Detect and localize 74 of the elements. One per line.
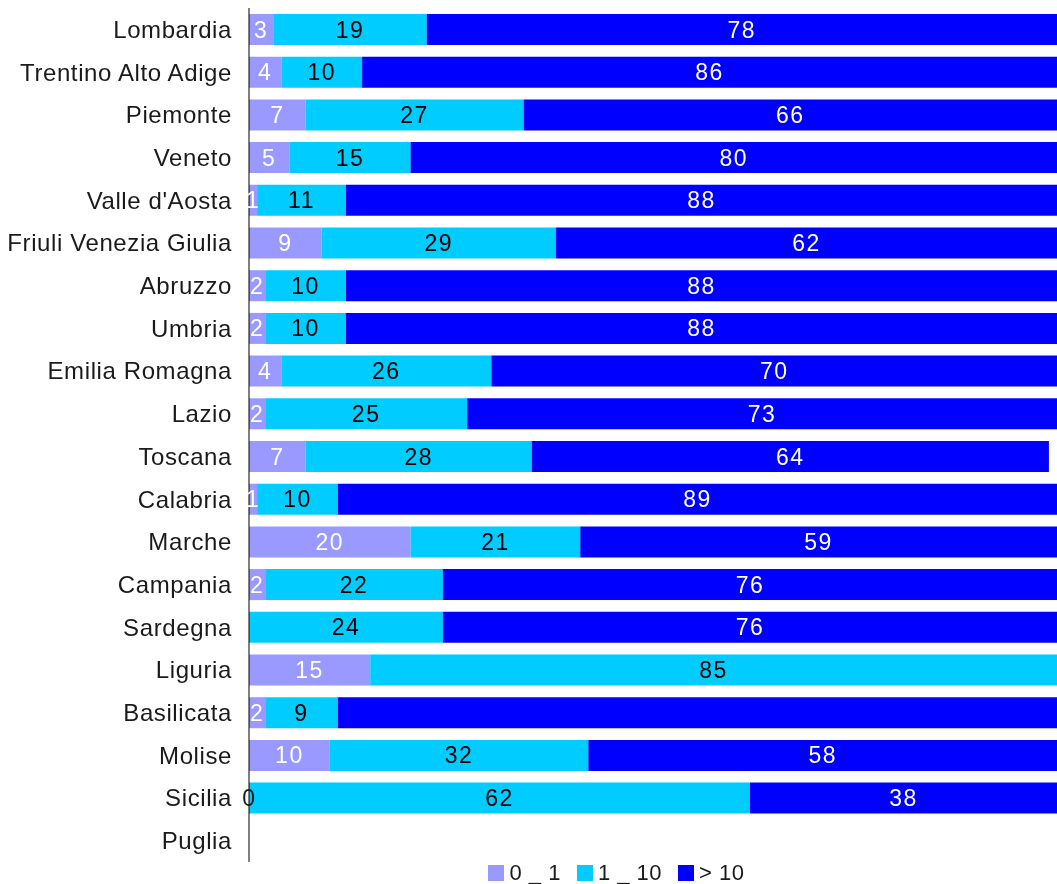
data-label: 21 bbox=[481, 528, 510, 555]
data-label: 5 bbox=[262, 144, 277, 171]
y-tick-label: Veneto bbox=[153, 143, 232, 171]
data-label: 88 bbox=[687, 187, 716, 214]
data-label: 10 bbox=[291, 315, 320, 342]
data-label: 59 bbox=[804, 528, 833, 555]
data-label: 88 bbox=[687, 272, 716, 299]
y-tick-label: Friuli Venezia Giulia bbox=[7, 229, 233, 257]
data-label: 80 bbox=[719, 144, 749, 171]
data-label: 73 bbox=[747, 400, 777, 427]
y-tick-label: Emilia Romagna bbox=[47, 357, 233, 385]
data-label: 27 bbox=[400, 101, 429, 128]
y-tick-label: Lombardia bbox=[113, 15, 233, 43]
data-label: 2 bbox=[249, 272, 265, 299]
data-label: 88 bbox=[687, 315, 716, 342]
data-label: 76 bbox=[735, 571, 765, 598]
data-label: 29 bbox=[424, 230, 454, 256]
data-label: 10 bbox=[283, 486, 312, 513]
y-tick-label: Puglia bbox=[161, 827, 233, 855]
legend-label: 1 _ 10 bbox=[597, 860, 663, 884]
data-label: 25 bbox=[351, 400, 381, 427]
y-tick-label: Toscana bbox=[138, 442, 233, 470]
data-label: 2 bbox=[249, 315, 265, 342]
data-label: 64 bbox=[776, 443, 805, 470]
y-tick-label: Sicilia bbox=[165, 784, 233, 812]
y-tick-label: Trentino Alto Adige bbox=[20, 58, 232, 86]
data-label: 15 bbox=[335, 144, 365, 171]
data-label: 3 bbox=[253, 16, 269, 43]
y-tick-label: Campania bbox=[117, 570, 233, 598]
y-tick-label: Sardegna bbox=[123, 613, 233, 641]
legend-label: 0 _ 1 bbox=[509, 860, 561, 884]
data-label: 10 bbox=[275, 742, 304, 769]
legend-label: > 10 bbox=[699, 860, 745, 884]
data-label: 20 bbox=[315, 528, 345, 555]
data-label: 4 bbox=[258, 59, 273, 86]
data-label: 89 bbox=[683, 486, 712, 513]
data-label: 38 bbox=[889, 785, 918, 812]
y-tick-label: Liguria bbox=[155, 656, 233, 684]
data-label: 19 bbox=[335, 16, 365, 43]
data-label: 22 bbox=[339, 571, 369, 598]
y-tick-label: Marche bbox=[148, 528, 232, 556]
y-tick-label: Abruzzo bbox=[139, 272, 232, 300]
data-label: 24 bbox=[331, 614, 361, 641]
data-label: 4 bbox=[258, 358, 273, 385]
data-label: 10 bbox=[291, 272, 320, 299]
data-label: 28 bbox=[404, 443, 433, 470]
data-label: 58 bbox=[808, 742, 837, 769]
data-label: 9 bbox=[294, 699, 309, 726]
data-label: 66 bbox=[776, 101, 805, 128]
y-tick-label: Lazio bbox=[171, 400, 232, 428]
data-label: 70 bbox=[759, 358, 789, 385]
data-label: 85 bbox=[699, 657, 728, 683]
y-tick-label: Umbria bbox=[151, 314, 233, 342]
data-label: 9 bbox=[278, 230, 293, 256]
y-tick-label: Molise bbox=[159, 741, 232, 769]
data-label: 86 bbox=[695, 59, 724, 86]
y-tick-label: Piemonte bbox=[125, 101, 232, 129]
data-label: 10 bbox=[307, 59, 337, 86]
y-tick-label: Valle d'Aosta bbox=[86, 186, 233, 214]
data-label: 2 bbox=[249, 400, 265, 427]
y-tick-label: Basilicata bbox=[123, 699, 233, 727]
data-label: 26 bbox=[372, 358, 401, 385]
data-label: 11 bbox=[288, 187, 315, 214]
data-label: 78 bbox=[727, 16, 757, 43]
data-label: 62 bbox=[485, 785, 514, 812]
data-label: 2 bbox=[249, 571, 265, 598]
data-label: 2 bbox=[249, 699, 265, 726]
data-label: 62 bbox=[792, 230, 821, 256]
data-label: 7 bbox=[270, 101, 285, 128]
data-label: 7 bbox=[270, 443, 285, 470]
y-tick-label: Calabria bbox=[137, 485, 233, 513]
data-label: 15 bbox=[295, 657, 324, 683]
data-label: 32 bbox=[444, 742, 474, 769]
data-label: 76 bbox=[735, 614, 765, 641]
